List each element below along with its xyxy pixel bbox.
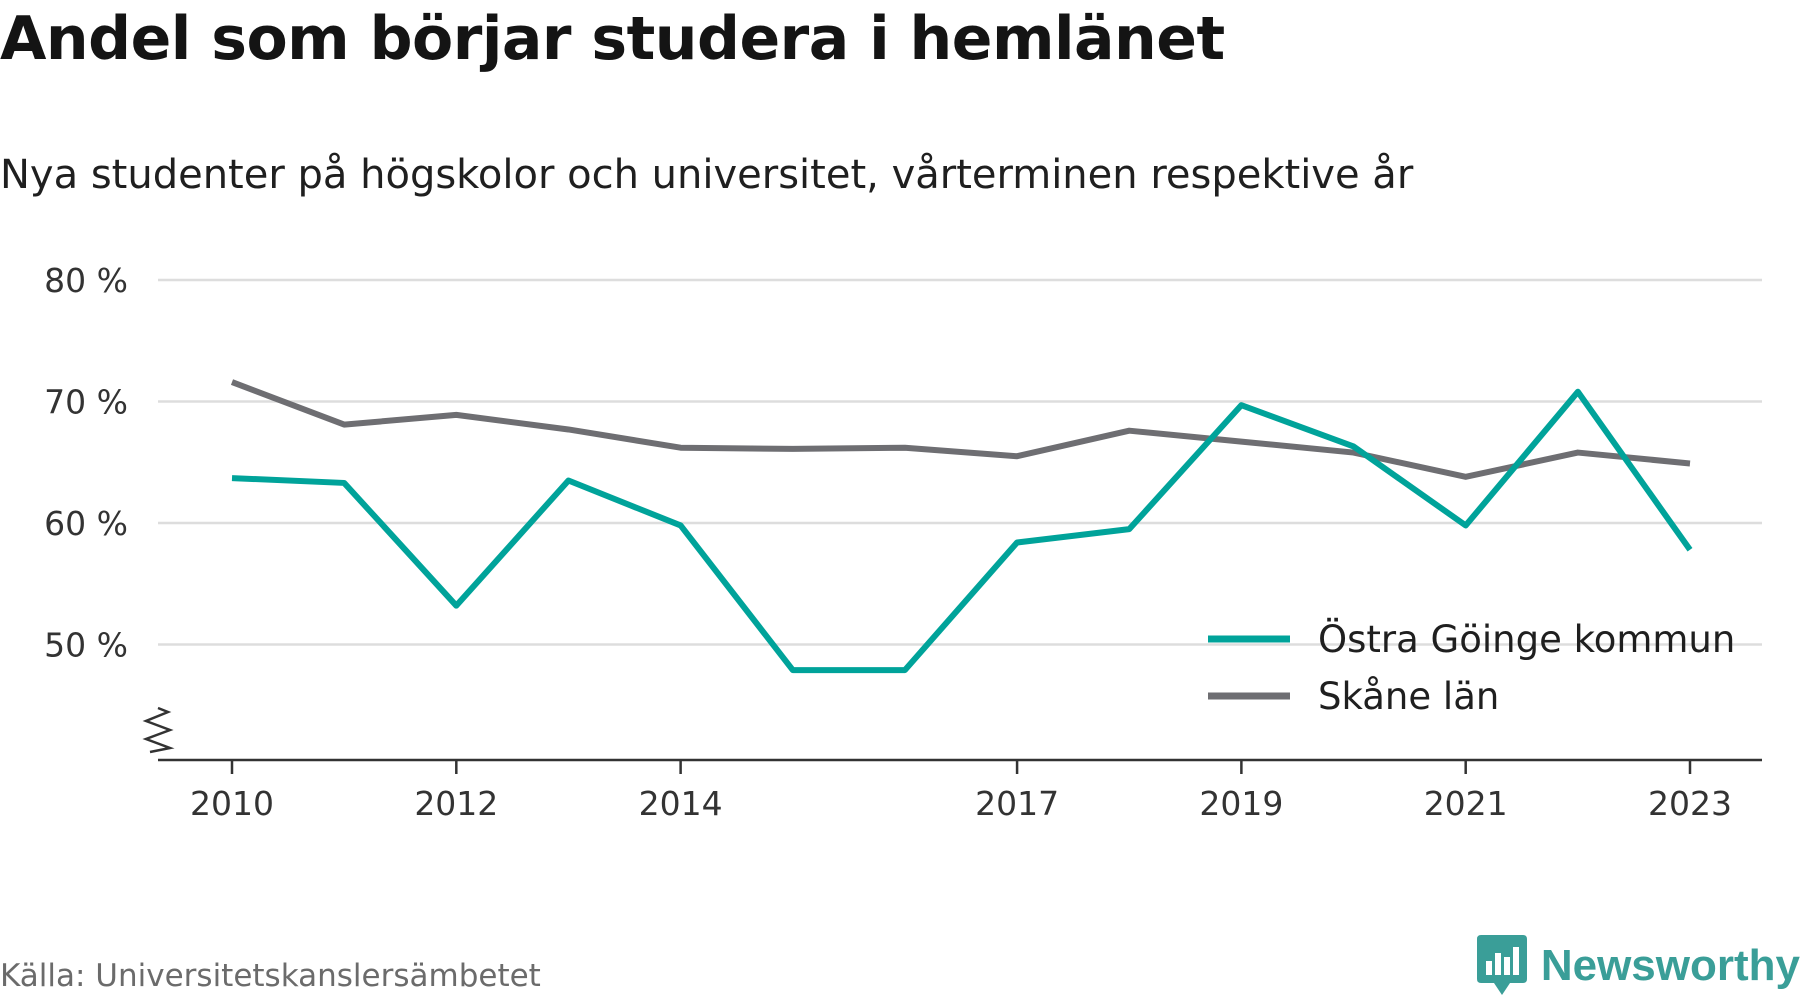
- x-tick-label: 2019: [1199, 784, 1283, 823]
- series-lines: [230, 379, 1693, 674]
- chart-subtitle: Nya studenter på högskolor och universit…: [0, 152, 1414, 198]
- x-tick-label: 2010: [190, 784, 274, 823]
- newsworthy-logo: Newsworthy: [1476, 935, 1800, 997]
- x-tick-label: 2017: [975, 784, 1059, 823]
- gridlines: [158, 278, 1762, 646]
- x-tick-label: 2021: [1424, 784, 1508, 823]
- legend-label: Östra Göinge kommun: [1318, 618, 1735, 661]
- y-tick-label: 60 %: [44, 504, 128, 543]
- y-tick-label: 80 %: [44, 261, 128, 300]
- axis-break-icon: [142, 706, 175, 754]
- series-line-0: [231, 388, 1693, 674]
- x-tick-label: 2012: [414, 784, 498, 823]
- x-axis: 2010 2012 2014 2017 2019 2021 2023: [142, 706, 1762, 823]
- chart-title: Andel som börjar studera i hemlänet: [0, 4, 1225, 74]
- y-tick-label: 50 %: [44, 626, 128, 665]
- series-line-1: [230, 379, 1691, 480]
- x-tick-label: 2023: [1648, 784, 1732, 823]
- logo-icon: [1476, 935, 1527, 995]
- logo-text: Newsworthy: [1540, 941, 1800, 990]
- legend: Östra Göinge kommun Skåne län: [1208, 618, 1735, 718]
- legend-label: Skåne län: [1318, 675, 1499, 718]
- x-tick-label: 2014: [639, 784, 723, 823]
- y-tick-label: 70 %: [44, 383, 128, 422]
- y-axis-ticks: 80 % 70 % 60 % 50 %: [44, 261, 128, 665]
- source-note: Källa: Universitetskanslersämbetet: [0, 958, 541, 994]
